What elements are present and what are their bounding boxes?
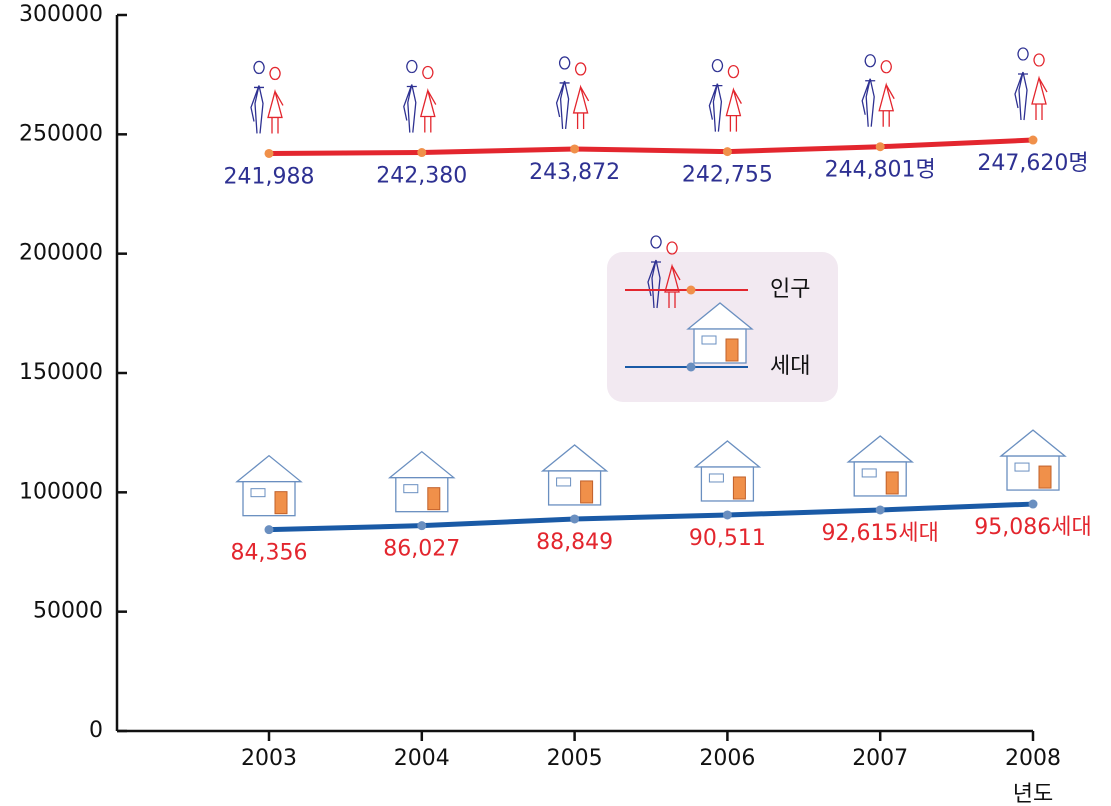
x-tick-label: 2004	[394, 746, 450, 771]
x-tick-label: 2006	[699, 746, 755, 771]
person	[555, 56, 571, 130]
data-label: 92,615세대	[821, 521, 938, 546]
data-label: 95,086세대	[974, 515, 1091, 540]
roof	[846, 435, 915, 463]
door	[725, 338, 739, 362]
point	[722, 147, 732, 157]
point	[264, 525, 274, 535]
point	[875, 142, 885, 152]
house-icon	[999, 429, 1067, 491]
window	[861, 468, 877, 478]
door	[732, 476, 746, 500]
point	[722, 510, 732, 520]
roof	[540, 444, 609, 472]
point	[570, 144, 580, 154]
roof	[693, 440, 762, 468]
series-line	[268, 501, 1034, 533]
point	[417, 148, 427, 158]
x-axis-label: 년도	[1013, 782, 1053, 806]
point	[417, 521, 427, 531]
y-tick-label: 250000	[19, 121, 103, 146]
window	[250, 488, 266, 498]
roof	[999, 429, 1067, 457]
roof	[235, 454, 303, 483]
series-line	[268, 137, 1034, 156]
window	[1014, 462, 1030, 472]
person	[647, 235, 662, 309]
data-label: 88,849	[536, 530, 613, 555]
point	[1028, 135, 1038, 145]
door	[885, 471, 899, 495]
legend-label: 세대	[770, 354, 810, 379]
door	[1038, 465, 1052, 489]
person	[250, 60, 265, 134]
person	[708, 59, 724, 132]
house-icon	[693, 440, 762, 502]
point	[264, 148, 274, 158]
roof	[387, 450, 456, 479]
data-label: 244,801명	[825, 158, 936, 183]
door	[580, 480, 594, 504]
x-tick-label: 2007	[852, 746, 908, 771]
window	[708, 473, 724, 483]
point	[875, 505, 885, 515]
data-label: 247,620명	[977, 151, 1088, 176]
people-icon	[555, 56, 590, 130]
data-label: 84,356	[231, 541, 308, 566]
person	[267, 66, 284, 134]
people-icon	[1014, 47, 1048, 121]
data-label: 241,988	[224, 164, 315, 189]
person	[1014, 47, 1029, 121]
people-icon	[250, 60, 284, 134]
legend-label: 인구	[770, 277, 810, 302]
y-tick-label: 0	[89, 718, 103, 743]
person	[1031, 53, 1048, 121]
person	[878, 60, 895, 127]
data-label: 86,027	[383, 537, 460, 562]
window	[403, 484, 419, 494]
x-tick-label: 2008	[1005, 746, 1061, 771]
legend-marker	[686, 362, 696, 372]
person	[419, 65, 437, 133]
window	[556, 477, 572, 487]
people-icon	[708, 59, 742, 132]
door	[274, 491, 288, 515]
y-tick-label: 50000	[33, 599, 103, 624]
data-label: 243,872	[529, 160, 620, 185]
person	[572, 62, 590, 129]
data-label: 242,755	[682, 163, 773, 188]
house-icon	[540, 444, 609, 506]
people-icon	[861, 54, 895, 127]
data-label: 242,380	[376, 164, 467, 189]
y-tick-label: 200000	[19, 241, 103, 266]
person	[861, 54, 876, 127]
person	[403, 59, 418, 133]
house-icon	[846, 435, 915, 497]
point	[570, 514, 580, 524]
x-tick-label: 2003	[241, 746, 297, 771]
house-icon	[235, 454, 303, 517]
person	[725, 65, 742, 132]
data-label: 90,511	[689, 526, 766, 551]
legend-marker	[686, 285, 696, 295]
person	[664, 241, 681, 308]
point	[1028, 499, 1038, 509]
window	[701, 335, 717, 345]
y-tick-label: 150000	[19, 360, 103, 385]
y-tick-label: 100000	[19, 479, 103, 504]
door	[427, 487, 441, 511]
people-icon	[647, 235, 681, 309]
people-icon	[403, 59, 437, 133]
house-icon	[686, 302, 754, 364]
house-icon	[387, 450, 456, 513]
y-tick-label: 300000	[19, 2, 103, 27]
x-tick-label: 2005	[547, 746, 603, 771]
